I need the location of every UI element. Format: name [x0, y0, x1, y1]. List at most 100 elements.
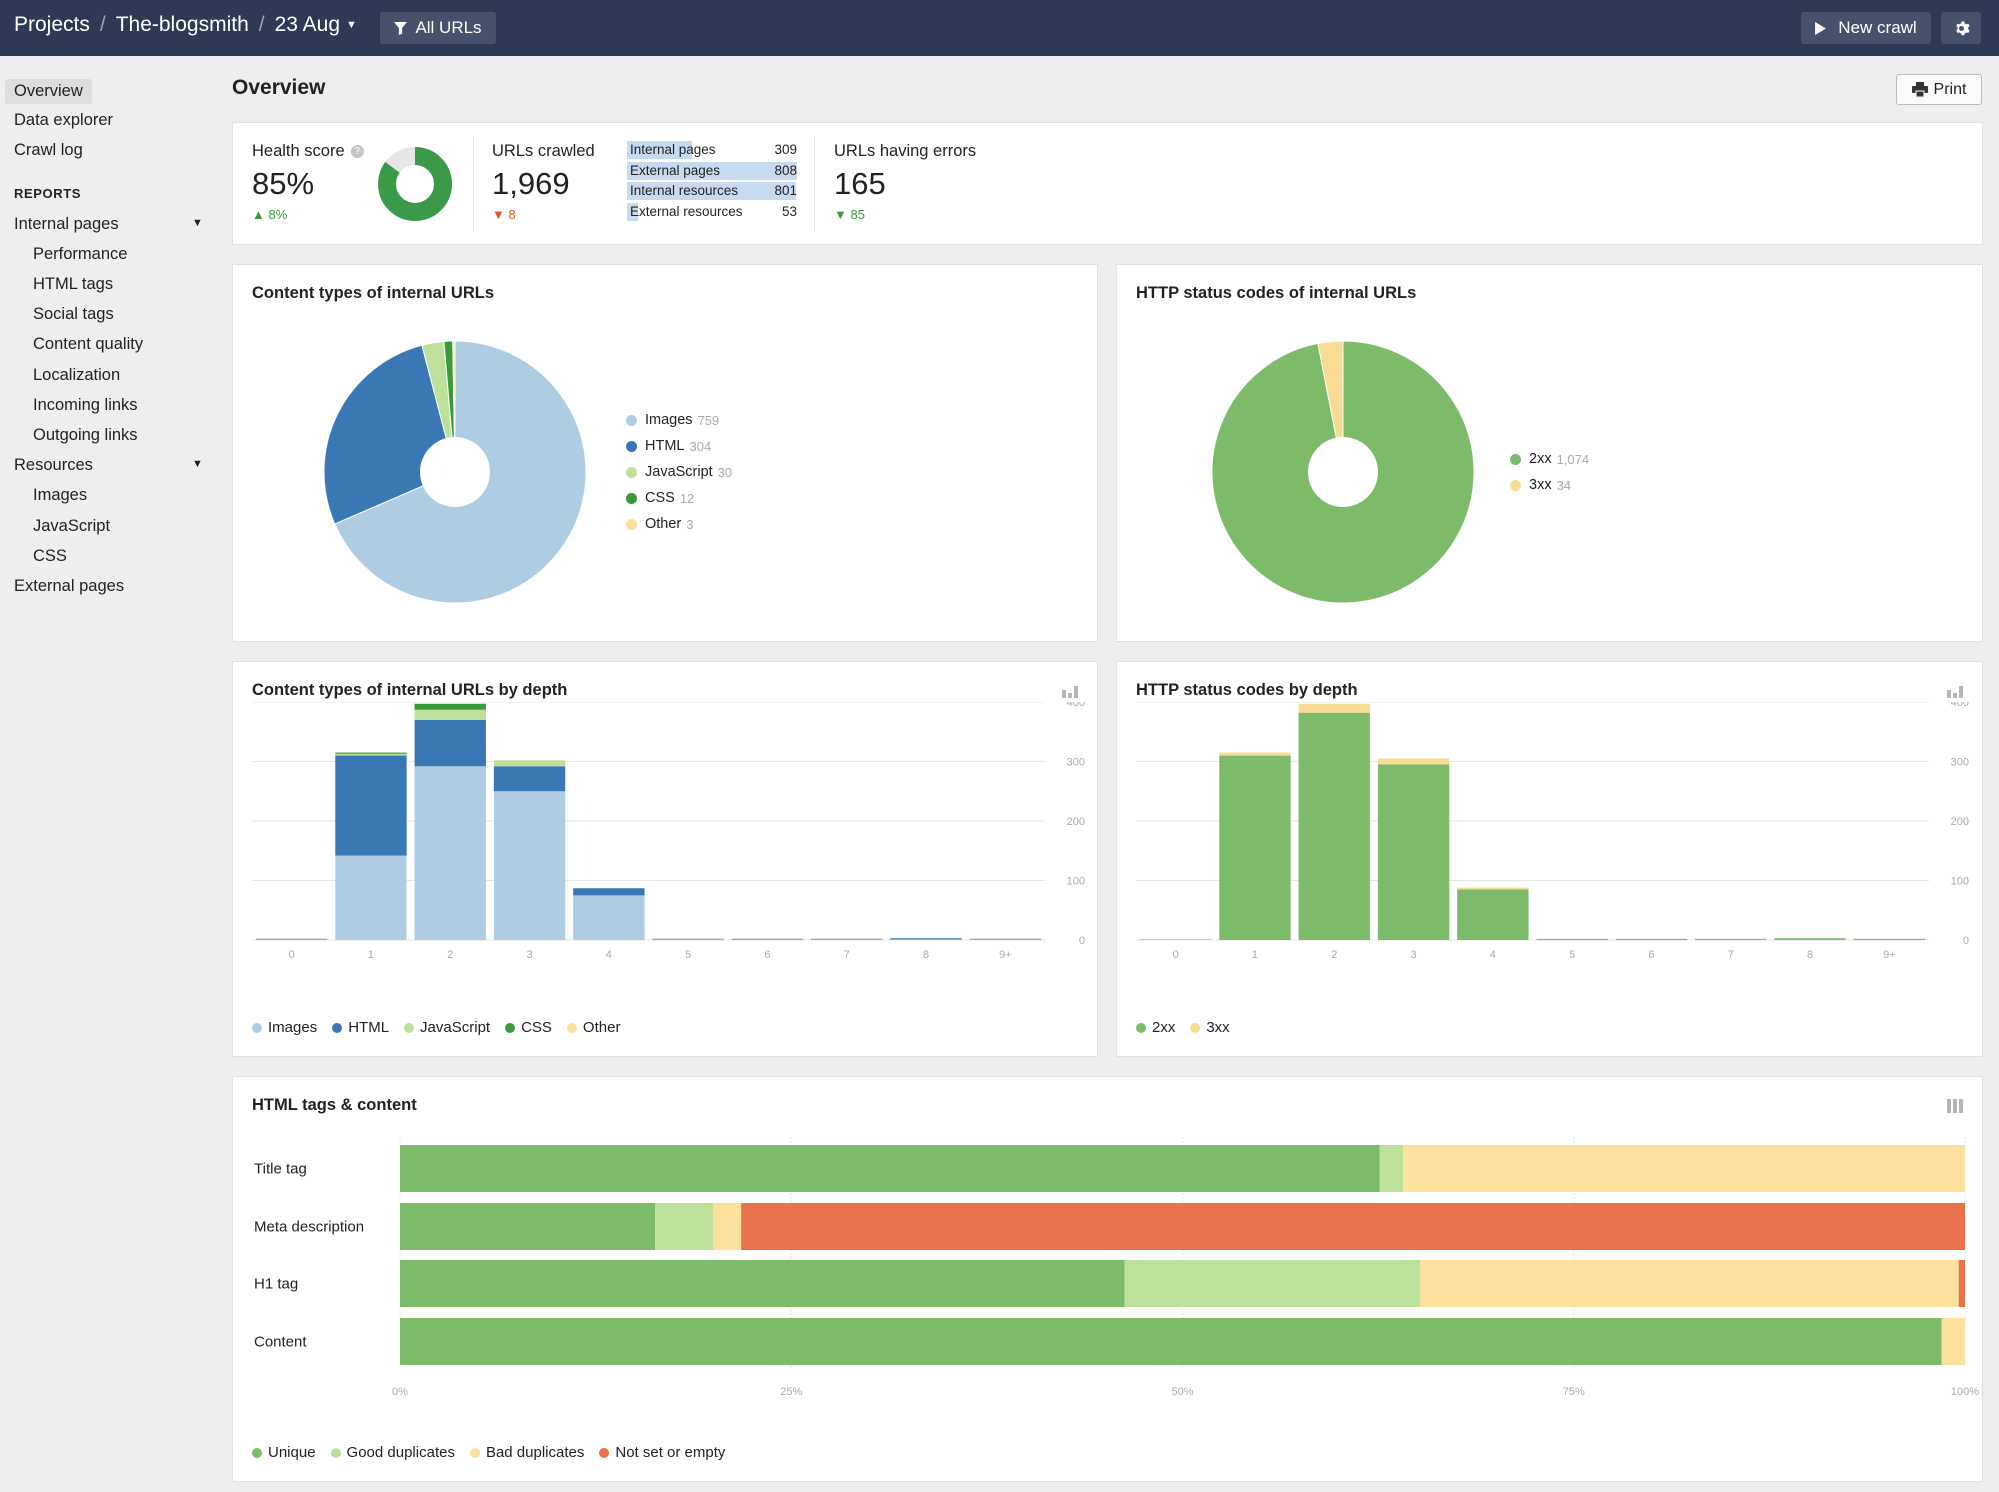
- new-crawl-button[interactable]: New crawl: [1801, 12, 1931, 44]
- breakdown-row[interactable]: Internal resources 801: [627, 182, 797, 200]
- legend-item-other[interactable]: Other 3: [626, 511, 732, 537]
- nav-performance[interactable]: Performance: [33, 245, 128, 263]
- legend-item-javascript[interactable]: JavaScript: [404, 1019, 490, 1036]
- bar-3xx-depth-2[interactable]: [1298, 703, 1370, 713]
- legend-item-3xx[interactable]: 3xx: [1190, 1019, 1230, 1036]
- bar-html-depth-2[interactable]: [414, 719, 486, 767]
- nav-social-tags[interactable]: Social tags: [33, 305, 114, 323]
- bar-javascript-depth-2[interactable]: [414, 709, 486, 720]
- bar-good-duplicates-meta-description[interactable]: [655, 1203, 713, 1250]
- bar-bad-duplicates-content[interactable]: [1941, 1318, 1965, 1365]
- bar-images-depth-9[interactable]: [969, 939, 1042, 940]
- legend-item-css[interactable]: CSS: [505, 1019, 552, 1036]
- bar-not-set-or-empty-h1-tag[interactable]: [1958, 1260, 1965, 1307]
- bar-good-duplicates-title-tag[interactable]: [1379, 1145, 1404, 1192]
- bar-html-depth-1[interactable]: [335, 755, 407, 856]
- nav-css[interactable]: CSS: [33, 547, 67, 565]
- nav-html-tags[interactable]: HTML tags: [33, 275, 114, 293]
- columns-icon[interactable]: [1947, 1099, 1963, 1113]
- bar-2xx-depth-5[interactable]: [1536, 938, 1608, 940]
- bar-2xx-depth-3[interactable]: [1377, 764, 1450, 940]
- bar-javascript-depth-3[interactable]: [493, 760, 566, 767]
- legend-item-unique[interactable]: Unique: [252, 1444, 316, 1461]
- bar-css-depth-1[interactable]: [335, 752, 407, 754]
- nav-localization[interactable]: Localization: [33, 366, 121, 384]
- nav-crawl-log[interactable]: Crawl log: [14, 141, 83, 159]
- settings-button[interactable]: [1941, 12, 1981, 44]
- breadcrumb-project[interactable]: The-blogsmith: [115, 13, 249, 36]
- bar-images-depth-0[interactable]: [255, 939, 328, 940]
- nav-content-quality[interactable]: Content quality: [33, 335, 144, 353]
- bar-images-depth-7[interactable]: [811, 939, 883, 940]
- breakdown-row[interactable]: External pages 808: [627, 161, 797, 180]
- breakdown-row[interactable]: Internal pages 309: [627, 141, 797, 159]
- breakdown-row[interactable]: External resources 53: [627, 202, 797, 221]
- legend-item-other[interactable]: Other: [566, 1019, 620, 1036]
- bar-images-depth-4[interactable]: [573, 895, 645, 940]
- legend-item-2xx[interactable]: 2xx: [1136, 1019, 1175, 1036]
- nav-overview[interactable]: Overview: [5, 79, 92, 104]
- bar-unique-title-tag[interactable]: [400, 1145, 1380, 1192]
- legend-item-not-set-or-empty[interactable]: Not set or empty: [599, 1444, 725, 1461]
- bar-not-set-or-empty-meta-description[interactable]: [741, 1203, 1965, 1250]
- bar-unique-h1-tag[interactable]: [400, 1260, 1125, 1307]
- legend-item-2xx[interactable]: 2xx 1,074: [1510, 446, 1589, 472]
- bar-html-depth-6[interactable]: [731, 938, 804, 940]
- breadcrumb-projects[interactable]: Projects: [14, 13, 90, 36]
- bar-3xx-depth-4[interactable]: [1457, 887, 1529, 890]
- bar-2xx-depth-4[interactable]: [1457, 889, 1529, 940]
- bar-unique-meta-description[interactable]: [400, 1203, 656, 1250]
- bar-images-depth-5[interactable]: [652, 939, 724, 940]
- nav-data-explorer[interactable]: Data explorer: [14, 111, 114, 129]
- bar-html-depth-9[interactable]: [969, 938, 1042, 940]
- bar-images-depth-6[interactable]: [731, 939, 804, 940]
- legend-item-3xx[interactable]: 3xx 34: [1510, 472, 1589, 498]
- bar-javascript-depth-1[interactable]: [335, 753, 407, 756]
- bar-images-depth-2[interactable]: [414, 766, 486, 940]
- bar-2xx-depth-2[interactable]: [1298, 712, 1370, 940]
- bar-3xx-depth-1[interactable]: [1219, 752, 1291, 756]
- legend-item-good-duplicates[interactable]: Good duplicates: [330, 1444, 455, 1461]
- breadcrumb-date[interactable]: 23 Aug ▼: [275, 13, 357, 37]
- nav-external-pages[interactable]: External pages: [14, 577, 125, 595]
- bar-2xx-depth-8[interactable]: [1774, 938, 1846, 940]
- legend-item-javascript[interactable]: JavaScript 30: [626, 459, 732, 485]
- legend-item-html[interactable]: HTML: [332, 1019, 389, 1036]
- bar-chart-icon[interactable]: [1062, 684, 1078, 698]
- bar-good-duplicates-h1-tag[interactable]: [1124, 1260, 1421, 1307]
- bar-images-depth-3[interactable]: [493, 791, 566, 940]
- legend-item-css[interactable]: CSS 12: [626, 485, 732, 511]
- bar-html-depth-8[interactable]: [890, 938, 962, 940]
- bar-2xx-depth-6[interactable]: [1615, 938, 1688, 940]
- bar-images-depth-8[interactable]: [890, 939, 962, 940]
- bar-html-depth-7[interactable]: [811, 938, 883, 940]
- legend-item-images[interactable]: Images 759: [626, 407, 732, 433]
- bar-chart-icon[interactable]: [1947, 684, 1963, 698]
- nav-outgoing-links[interactable]: Outgoing links: [33, 426, 138, 444]
- bar-2xx-depth-1[interactable]: [1219, 755, 1291, 940]
- all-urls-filter-button[interactable]: All URLs: [380, 12, 496, 44]
- nav-images[interactable]: Images: [33, 486, 88, 504]
- legend-item-images[interactable]: Images: [252, 1019, 317, 1036]
- bar-bad-duplicates-h1-tag[interactable]: [1420, 1260, 1959, 1307]
- legend-item-bad-duplicates[interactable]: Bad duplicates: [469, 1444, 584, 1461]
- bar-css-depth-2[interactable]: [414, 703, 486, 710]
- bar-2xx-depth-0[interactable]: [1139, 939, 1212, 940]
- bar-bad-duplicates-title-tag[interactable]: [1403, 1145, 1965, 1192]
- bar-images-depth-1[interactable]: [335, 855, 407, 940]
- print-button[interactable]: Print: [1896, 74, 1982, 105]
- bar-html-depth-5[interactable]: [652, 938, 724, 940]
- nav-javascript[interactable]: JavaScript: [33, 517, 111, 535]
- bar-unique-content[interactable]: [400, 1318, 1942, 1365]
- legend-item-html[interactable]: HTML 304: [626, 433, 732, 459]
- bar-html-depth-0[interactable]: [255, 938, 328, 940]
- bar-3xx-depth-3[interactable]: [1377, 758, 1450, 765]
- bar-2xx-depth-9[interactable]: [1853, 938, 1926, 940]
- bar-html-depth-3[interactable]: [493, 766, 566, 792]
- bar-2xx-depth-7[interactable]: [1695, 938, 1767, 940]
- bar-html-depth-4[interactable]: [573, 888, 645, 896]
- pie-slice-other[interactable]: [452, 340, 456, 473]
- help-icon[interactable]: ?: [350, 145, 364, 158]
- nav-resources[interactable]: Resources ▼: [14, 456, 204, 475]
- nav-internal-pages[interactable]: Internal pages ▼: [14, 215, 204, 234]
